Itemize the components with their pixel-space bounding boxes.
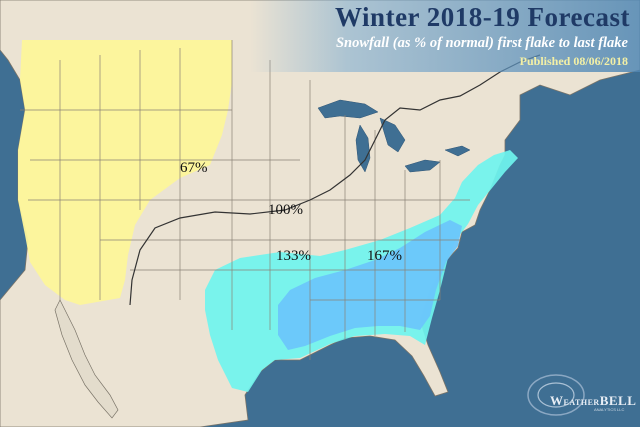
map-title: Winter 2018-19 Forecast bbox=[335, 2, 630, 32]
label-167-percent: 167% bbox=[367, 248, 402, 264]
map-subtitle: Snowfall (as % of normal) first flake to… bbox=[335, 35, 628, 51]
state-boundaries bbox=[20, 40, 470, 360]
great-lakes bbox=[317, 99, 471, 173]
label-67-percent: 67% bbox=[180, 160, 208, 176]
weatherbell-logo-mark bbox=[527, 374, 585, 416]
label-100-percent: 100% bbox=[268, 202, 303, 218]
zone-67-percent bbox=[18, 40, 232, 305]
logo-wordmark: WEATHERBELL bbox=[550, 393, 637, 408]
published-date: Published 08/06/2018 bbox=[519, 54, 628, 68]
baja-peninsula bbox=[54, 299, 119, 419]
label-133-percent: 133% bbox=[276, 248, 311, 264]
logo-tagline: ANALYTICS LLC bbox=[594, 407, 625, 412]
weatherbell-logo: WEATHERBELL ANALYTICS LLC bbox=[524, 370, 637, 420]
title-banner: Winter 2018-19 Forecast Snowfall (as % o… bbox=[250, 0, 640, 72]
contour-100-percent bbox=[129, 54, 541, 306]
zone-167-percent bbox=[278, 220, 462, 350]
